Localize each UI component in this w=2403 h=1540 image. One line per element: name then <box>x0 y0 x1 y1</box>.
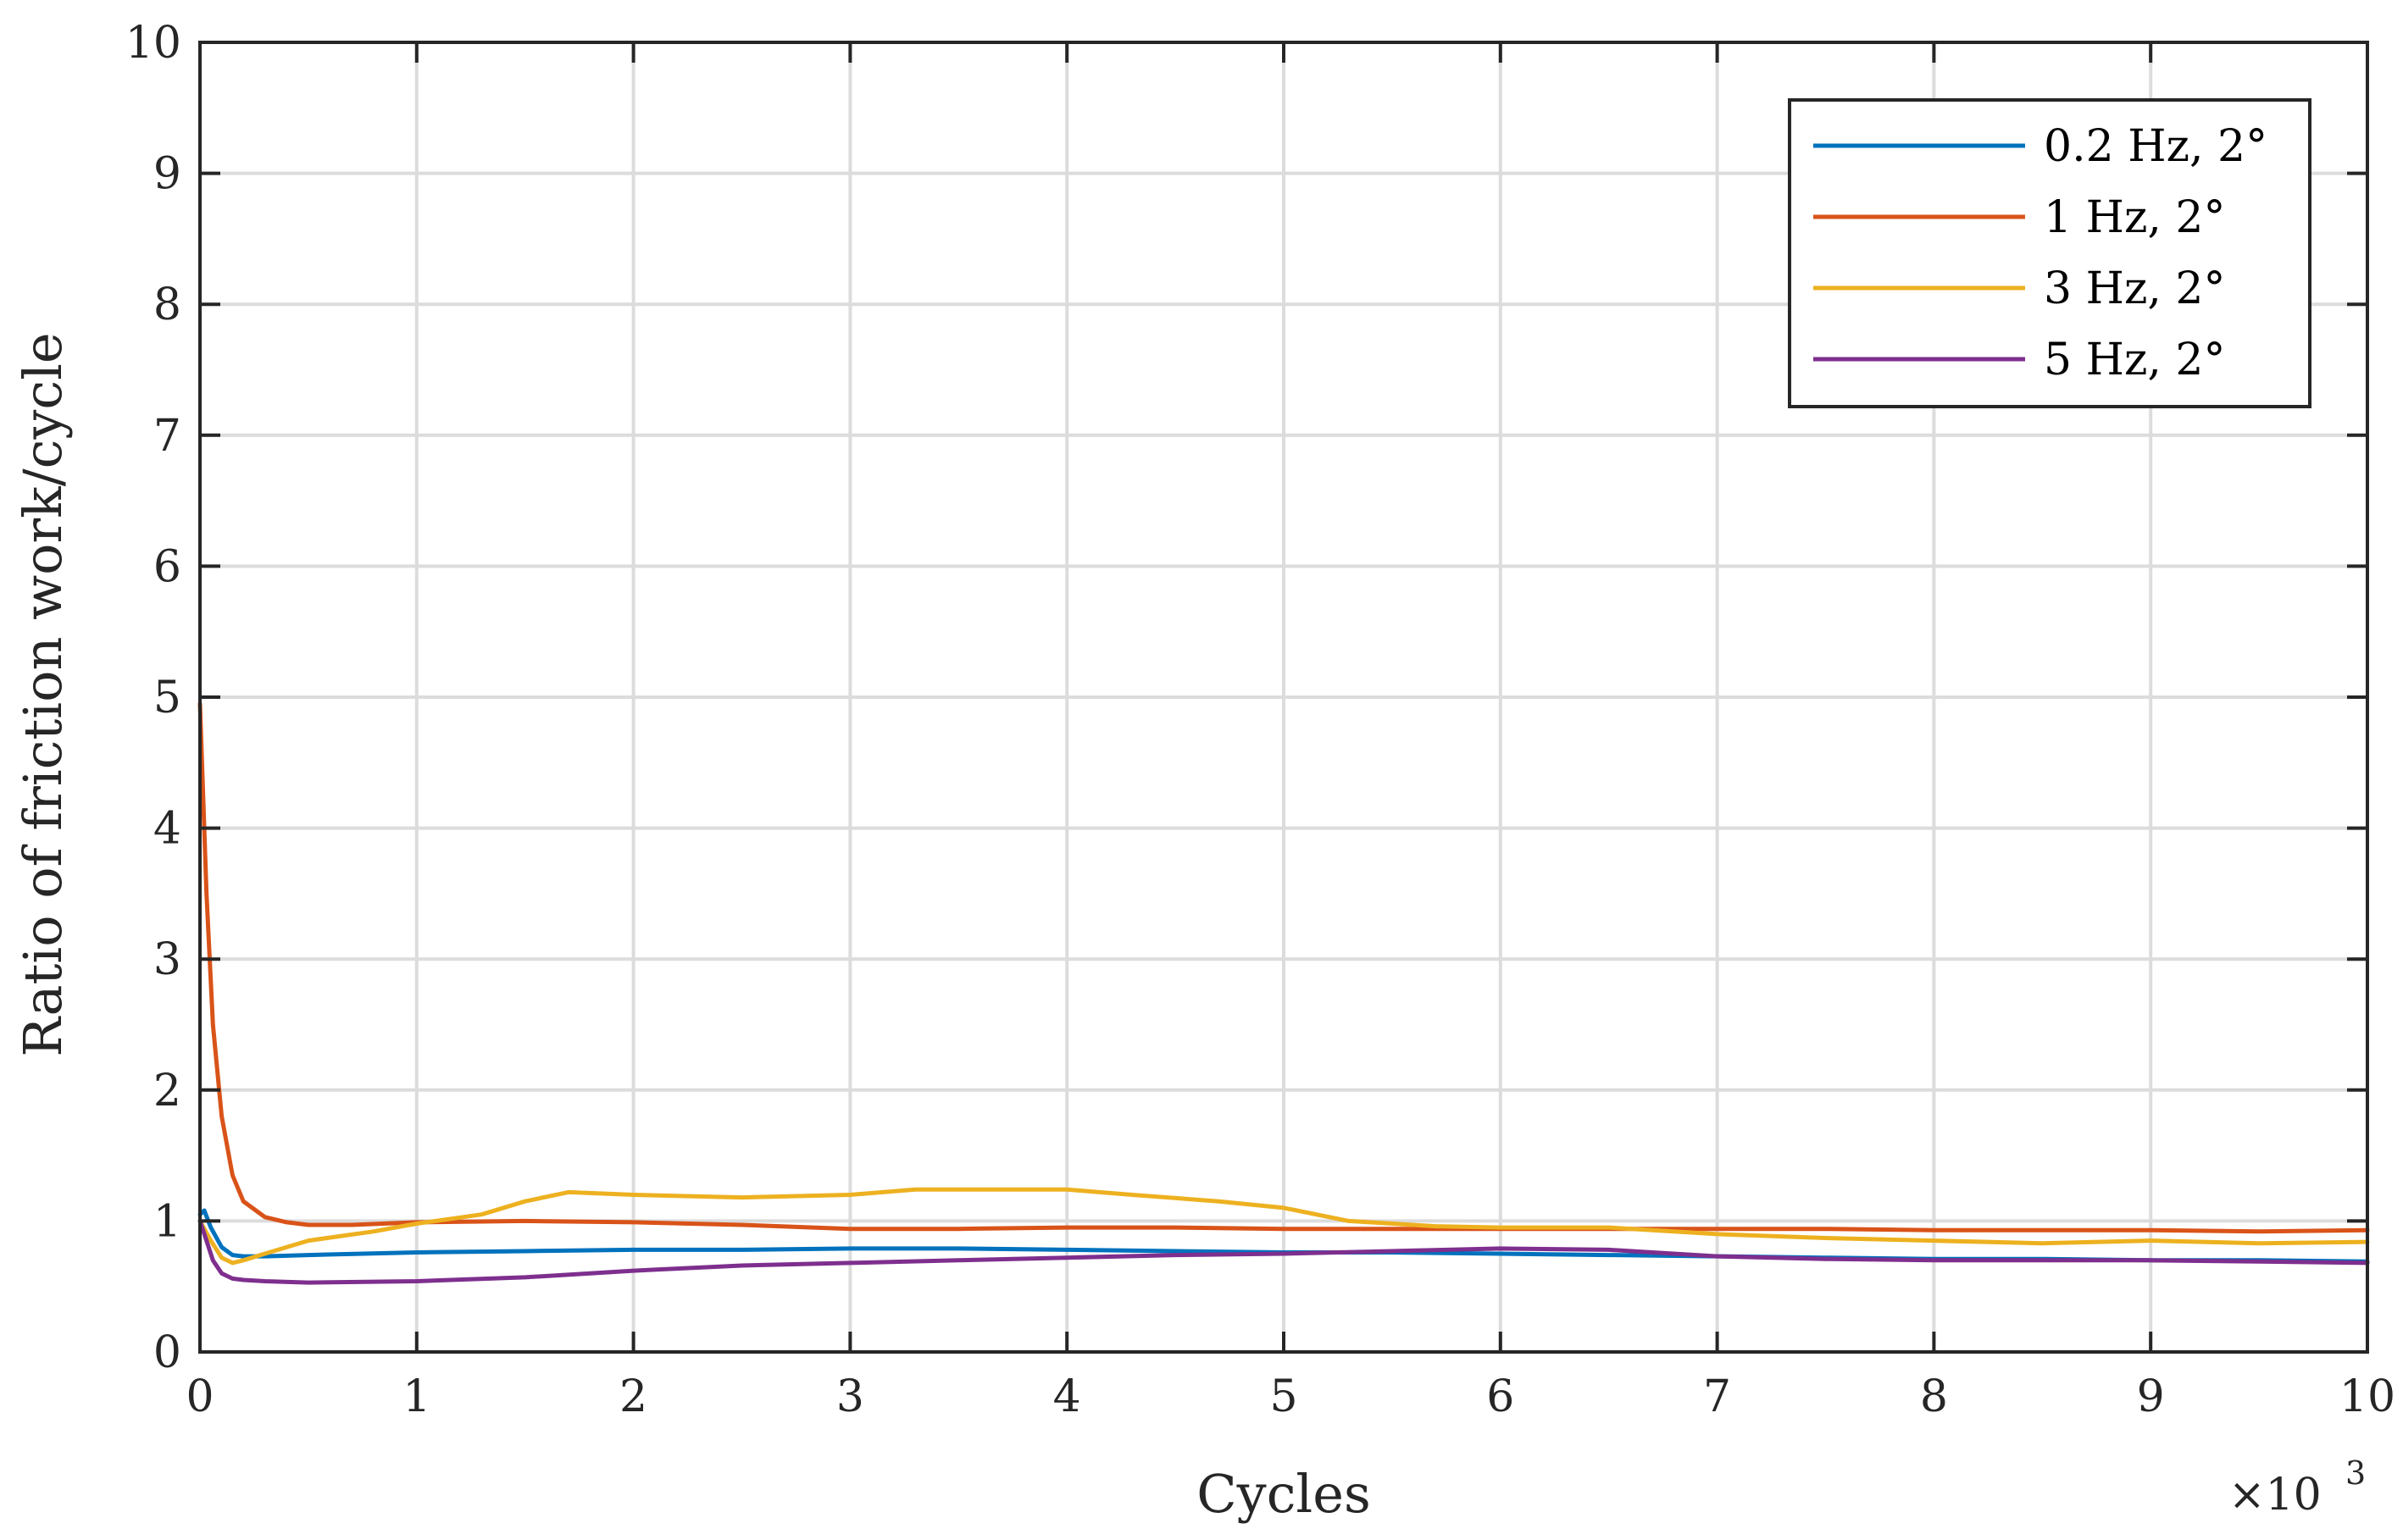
x-tick-label: 7 <box>1703 1371 1731 1422</box>
x-tick-label: 8 <box>1920 1371 1948 1422</box>
x-axis-label: Cycles <box>1196 1463 1371 1525</box>
y-axis-label: Ratio of friction work/cycle <box>12 332 74 1056</box>
x-tick-label: 4 <box>1053 1371 1081 1422</box>
legend-label-2: 3 Hz, 2° <box>2044 263 2226 314</box>
x-tick-label: 9 <box>2137 1371 2165 1422</box>
x-multiplier-base: ×10 <box>2228 1470 2322 1521</box>
x-tick-label: 2 <box>619 1371 647 1422</box>
legend-label-3: 5 Hz, 2° <box>2044 335 2226 385</box>
y-tick-label: 4 <box>153 804 181 855</box>
y-tick-label: 10 <box>125 18 181 69</box>
legend-label-1: 1 Hz, 2° <box>2044 192 2226 243</box>
y-tick-label: 9 <box>153 149 181 200</box>
tick-labels: 0 1 2 3 4 5 6 7 8 9 10 0 1 2 3 4 5 6 7 8 9 10 <box>125 18 2395 1422</box>
x-tick-label: 10 <box>2339 1371 2395 1422</box>
legend-label-0: 0.2 Hz, 2° <box>2044 121 2267 172</box>
x-tick-label: 5 <box>1269 1371 1297 1422</box>
series-layer <box>197 701 2370 1285</box>
legend: 0.2 Hz, 2° 1 Hz, 2° 3 Hz, 2° 5 Hz, 2° <box>1788 98 2311 408</box>
y-tick-label: 2 <box>153 1066 181 1116</box>
x-multiplier-exponent: 3 <box>2345 1454 2366 1492</box>
x-multiplier: ×10 3 <box>2228 1454 2366 1521</box>
y-tick-label: 3 <box>153 934 181 985</box>
legend-box <box>1788 98 2311 408</box>
x-tick-label: 6 <box>1486 1371 1514 1422</box>
series-line-3 <box>197 1218 2370 1285</box>
x-tick-label: 3 <box>836 1371 864 1422</box>
x-tick-label: 0 <box>186 1371 214 1422</box>
axis-ticks <box>198 41 2369 1354</box>
y-tick-label: 6 <box>153 541 181 592</box>
x-tick-label: 1 <box>402 1371 430 1422</box>
y-tick-label: 5 <box>153 673 181 723</box>
y-tick-label: 0 <box>153 1327 181 1378</box>
y-tick-label: 7 <box>153 411 181 462</box>
series-line-1 <box>197 701 2370 1234</box>
y-tick-label: 8 <box>153 280 181 330</box>
y-tick-label: 1 <box>153 1196 181 1247</box>
series-line-2 <box>197 1187 2370 1266</box>
